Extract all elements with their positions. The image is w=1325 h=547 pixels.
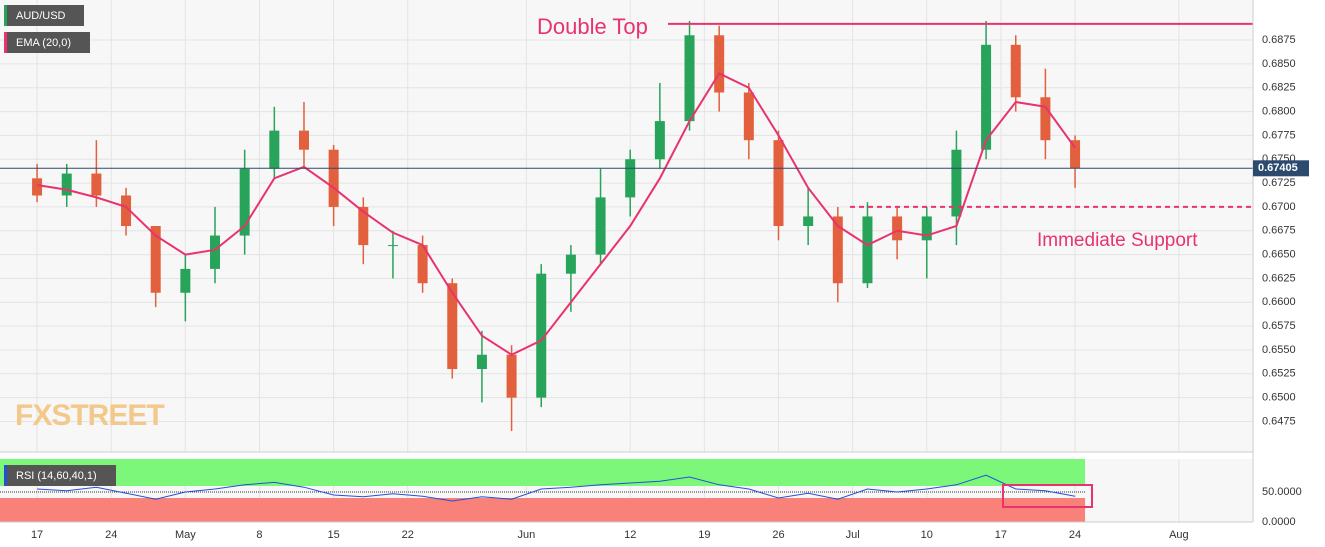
y-tick-label: 0.0000 (1262, 516, 1296, 528)
candle-body (625, 159, 636, 198)
legend-box (4, 5, 84, 26)
candle-body (714, 35, 725, 93)
y-tick-label: 0.6875 (1262, 34, 1296, 46)
legend-swatch (4, 465, 7, 486)
y-tick-label: 0.6500 (1262, 392, 1296, 404)
y-tick-label: 0.6475 (1262, 415, 1296, 427)
legend-box (4, 32, 90, 53)
candle-body (417, 245, 428, 284)
candle-body (447, 283, 458, 370)
candle-body (210, 235, 221, 269)
y-tick-label: 0.6725 (1262, 177, 1296, 189)
y-tick-label: 0.6575 (1262, 320, 1296, 332)
rsi-upper-band (0, 459, 1086, 486)
x-tick-label: 24 (105, 529, 117, 541)
legend-swatch (4, 5, 7, 26)
x-tick-label: 10 (921, 529, 933, 541)
candle-body (1040, 97, 1051, 141)
candle-body (832, 216, 843, 284)
y-tick-label: 0.6700 (1262, 201, 1296, 213)
y-tick-label: 0.6850 (1262, 58, 1296, 70)
x-tick-label: 26 (772, 529, 784, 541)
candle-body (328, 149, 339, 207)
x-tick-label: 15 (328, 529, 340, 541)
y-tick-label: 0.6775 (1262, 129, 1296, 141)
candle-body (1010, 44, 1021, 98)
last-price-box (1253, 160, 1309, 177)
candle-body (91, 173, 102, 196)
x-tick-label: Jun (518, 529, 536, 541)
legend-label: AUD/USD (16, 10, 66, 22)
candle-body (298, 130, 309, 150)
y-tick-label: 0.6625 (1262, 272, 1296, 284)
y-tick-label: 0.6825 (1262, 82, 1296, 94)
x-tick-label: Aug (1169, 529, 1189, 541)
legend-label: RSI (14,60,40,1) (16, 470, 97, 482)
candle-body (773, 140, 784, 226)
legend-box (4, 465, 116, 486)
y-tick-label: 0.6800 (1262, 105, 1296, 117)
legend-swatch (4, 32, 7, 53)
candle-body (595, 197, 606, 255)
x-tick-label: May (175, 529, 196, 541)
candle-body (180, 268, 191, 293)
rsi-lower-band (0, 498, 1086, 522)
candle-body (981, 44, 992, 150)
rsi-line (37, 474, 1076, 502)
x-tick-label: 8 (256, 529, 262, 541)
x-tick-label: 12 (624, 529, 636, 541)
candle-body (387, 245, 398, 247)
plot-background (0, 0, 1253, 452)
x-tick-label: 19 (698, 529, 710, 541)
candle-body (506, 354, 517, 398)
candle-body (61, 173, 72, 196)
marks (0, 20, 1253, 522)
y-tick-label: 50.0000 (1262, 486, 1302, 498)
y-tick-label: 0.6650 (1262, 249, 1296, 261)
candle-body (536, 273, 547, 398)
candle-body (239, 168, 250, 236)
candle-body (743, 92, 754, 141)
y-tick-label: 0.6550 (1262, 344, 1296, 356)
x-tick-label: 24 (1069, 529, 1081, 541)
candle-body (32, 178, 43, 196)
candle-body (121, 195, 132, 226)
annotation: Double Top (537, 14, 648, 39)
candle-body (476, 354, 487, 370)
candle-body (654, 121, 665, 160)
candle-body (269, 130, 280, 169)
candle-body (892, 216, 903, 241)
y-tick-label: 0.6675 (1262, 225, 1296, 237)
x-tick-label: Jul (846, 529, 860, 541)
rsi-highlight-box (1002, 484, 1093, 508)
candle-body (803, 216, 814, 226)
candle-body (862, 216, 873, 284)
ema-line (36, 72, 1076, 356)
candle-body (951, 149, 962, 217)
annotation: Immediate Support (1037, 230, 1198, 251)
candle-body (1070, 140, 1081, 169)
x-tick-label: 17 (31, 529, 43, 541)
last-price-label: 0.67405 (1258, 162, 1298, 174)
y-tick-label: 0.6525 (1262, 368, 1296, 380)
candle-body (150, 226, 161, 293)
candle-body (358, 206, 369, 246)
x-tick-label: 22 (402, 529, 414, 541)
candle-body (565, 254, 576, 274)
legend-label: EMA (20,0) (16, 37, 71, 49)
candle-body (921, 216, 932, 241)
y-tick-label: 0.6600 (1262, 296, 1296, 308)
watermark: FXSTREET (15, 399, 164, 432)
x-tick-label: 17 (995, 529, 1007, 541)
candle-body (684, 35, 695, 122)
